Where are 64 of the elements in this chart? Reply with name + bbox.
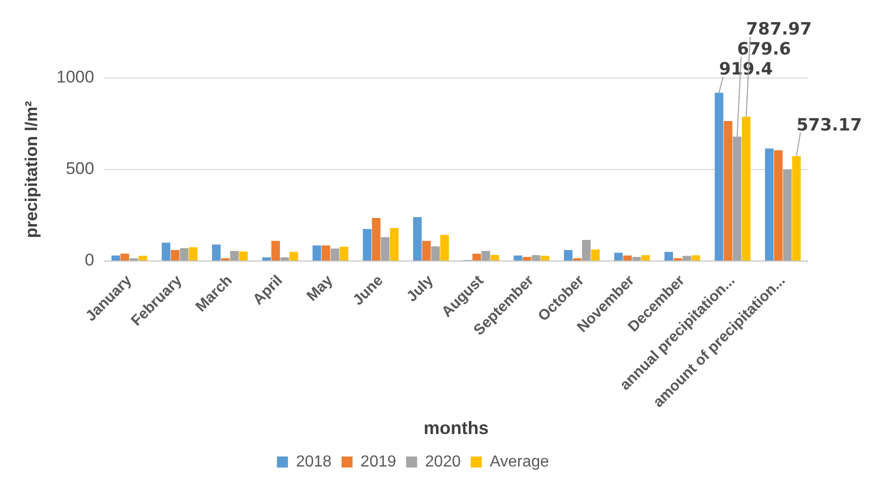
bar xyxy=(792,156,801,260)
bar xyxy=(440,234,449,260)
bar xyxy=(322,245,330,260)
y-axis-title: precipitation l/m² xyxy=(22,100,41,238)
bar xyxy=(714,92,724,260)
bar xyxy=(490,254,500,260)
bar xyxy=(472,254,482,260)
bar xyxy=(180,248,188,260)
bar xyxy=(120,254,130,260)
bar xyxy=(783,169,792,260)
bar xyxy=(362,228,372,260)
bar xyxy=(422,240,431,260)
bar xyxy=(692,255,700,260)
bar xyxy=(138,256,148,260)
bar xyxy=(564,250,573,260)
bar xyxy=(239,251,248,260)
bar xyxy=(481,250,490,260)
y-tick-label: 0 xyxy=(84,250,94,270)
bar xyxy=(111,255,120,260)
legend-label: 2019 xyxy=(360,453,396,470)
bar xyxy=(724,121,732,260)
bar xyxy=(664,252,674,260)
legend-label: 2018 xyxy=(296,453,332,470)
bar xyxy=(390,228,399,260)
bar xyxy=(682,256,692,260)
data-label: 787.97 xyxy=(746,20,812,40)
bar xyxy=(162,242,170,260)
y-tick-label: 1000 xyxy=(56,68,94,87)
bar xyxy=(532,255,540,260)
bar xyxy=(413,217,422,260)
bar xyxy=(188,247,198,260)
bar xyxy=(312,245,322,260)
bar xyxy=(431,246,440,260)
bar xyxy=(340,246,348,260)
bar xyxy=(514,255,522,260)
bar xyxy=(380,237,390,260)
bar xyxy=(764,148,774,260)
bar xyxy=(212,244,221,260)
bar xyxy=(262,257,271,260)
bar xyxy=(372,218,380,260)
bar xyxy=(289,252,298,260)
bar xyxy=(330,248,340,260)
legend-label: Average xyxy=(490,453,550,470)
x-tick-label: May xyxy=(304,272,337,305)
bar xyxy=(522,256,532,260)
bar xyxy=(742,116,750,260)
bar xyxy=(540,256,550,260)
bar xyxy=(623,255,632,260)
bar xyxy=(230,250,239,260)
data-label: 573.17 xyxy=(796,115,862,136)
bar xyxy=(614,252,623,260)
bar xyxy=(582,240,591,260)
bar xyxy=(271,240,280,260)
data-label: 679.6 xyxy=(737,40,791,60)
data-label: 919.4 xyxy=(719,60,773,80)
bar xyxy=(774,150,783,260)
bar xyxy=(632,256,641,260)
bar xyxy=(641,255,650,260)
bar xyxy=(280,257,289,260)
x-axis-title: months xyxy=(424,418,489,438)
y-tick-label: 500 xyxy=(66,159,94,178)
legend-label: 2020 xyxy=(425,453,461,470)
bar xyxy=(591,249,600,260)
bar xyxy=(170,250,180,260)
